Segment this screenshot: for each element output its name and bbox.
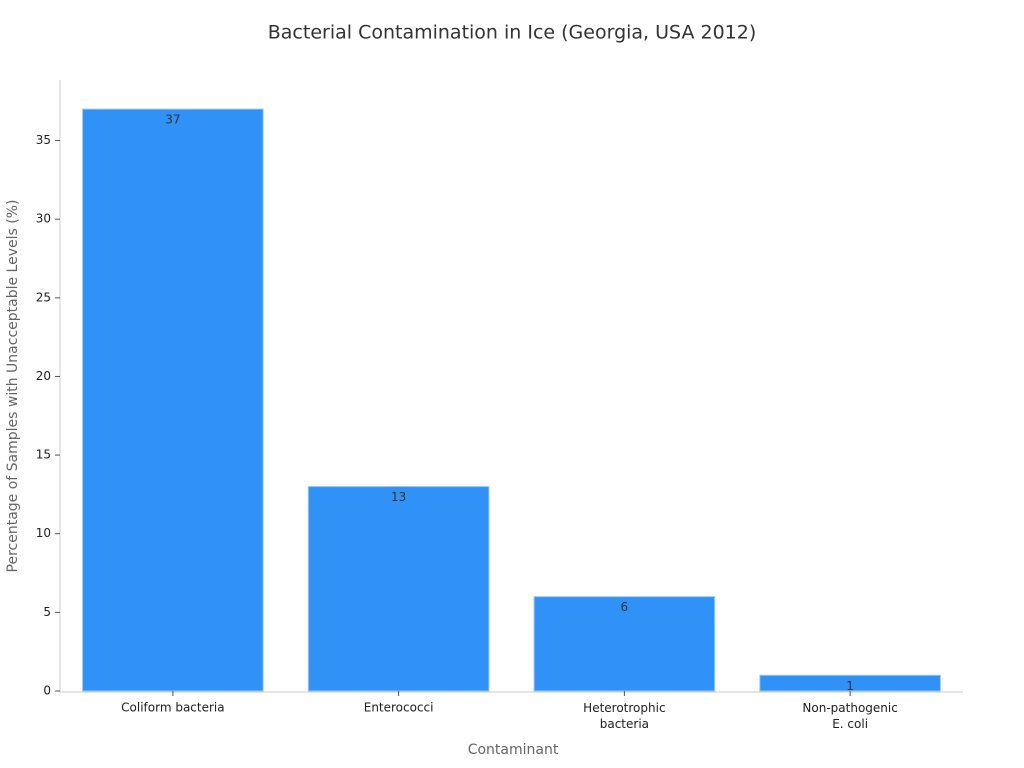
value-label: 37 <box>165 113 180 127</box>
bar <box>533 596 716 692</box>
y-tick-label: 30 <box>36 212 51 226</box>
y-tick-label: 0 <box>43 684 51 698</box>
y-tick-label: 5 <box>43 605 51 619</box>
chart-title: Bacterial Contamination in Ice (Georgia,… <box>268 22 757 44</box>
y-tick-label: 25 <box>36 290 51 304</box>
x-tick-label: Non-pathogenic E. coli <box>802 701 897 731</box>
x-tick-label: Enterococci <box>364 701 434 715</box>
value-label: 13 <box>391 490 406 504</box>
bar <box>82 108 264 692</box>
value-label: 1 <box>846 679 854 693</box>
value-label: 6 <box>621 600 629 614</box>
y-tick-label: 10 <box>36 526 51 540</box>
x-tick-label: Coliform bacteria <box>121 701 224 715</box>
y-tick-label: 15 <box>36 448 51 462</box>
y-tick-label: 20 <box>36 369 51 383</box>
y-tick-label: 35 <box>36 133 51 147</box>
y-axis-label: Percentage of Samples with Unacceptable … <box>5 200 21 573</box>
x-axis-label: Contaminant <box>468 742 559 758</box>
bar <box>307 486 490 692</box>
x-tick-label: Heterotrophic bacteria <box>583 701 665 731</box>
